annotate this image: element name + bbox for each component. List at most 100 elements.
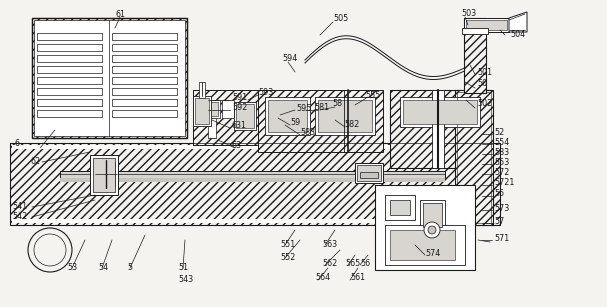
Bar xyxy=(93,158,115,192)
Text: 503: 503 xyxy=(461,9,476,17)
Text: 5721: 5721 xyxy=(494,177,514,186)
Text: 591: 591 xyxy=(232,92,247,102)
Text: 5: 5 xyxy=(127,263,132,273)
Text: 52: 52 xyxy=(494,127,504,137)
Bar xyxy=(12,145,498,149)
Bar xyxy=(385,195,415,220)
Bar xyxy=(357,165,381,181)
Text: 571: 571 xyxy=(494,234,509,243)
Bar xyxy=(37,33,102,40)
Bar xyxy=(464,18,486,93)
Bar xyxy=(403,100,477,124)
Text: 583: 583 xyxy=(494,147,509,157)
Bar xyxy=(455,90,493,225)
Bar xyxy=(112,99,177,106)
Bar xyxy=(112,55,177,62)
Circle shape xyxy=(428,226,436,234)
Text: 502: 502 xyxy=(477,99,492,107)
Bar xyxy=(258,90,383,152)
Text: 504: 504 xyxy=(510,29,525,38)
Bar xyxy=(60,178,445,182)
Bar xyxy=(37,44,102,51)
Bar xyxy=(112,33,177,40)
Bar xyxy=(385,225,465,265)
Text: 561: 561 xyxy=(350,274,365,282)
Bar xyxy=(462,28,488,34)
Text: 574: 574 xyxy=(425,248,440,258)
Bar xyxy=(112,110,177,117)
Bar xyxy=(37,77,102,84)
Bar xyxy=(97,162,115,186)
Bar xyxy=(10,143,500,225)
Bar xyxy=(265,97,310,135)
Bar xyxy=(234,102,256,130)
Bar xyxy=(400,97,480,127)
Text: 555: 555 xyxy=(365,91,381,99)
Bar xyxy=(457,92,491,223)
Text: 595: 595 xyxy=(296,103,311,112)
Bar xyxy=(193,90,258,145)
Text: 54: 54 xyxy=(98,263,108,273)
Text: 565: 565 xyxy=(345,258,360,267)
Bar xyxy=(199,82,205,98)
Text: 572: 572 xyxy=(494,168,509,177)
Text: 61: 61 xyxy=(115,10,125,18)
Bar xyxy=(195,98,209,124)
Text: 543: 543 xyxy=(178,275,193,285)
Text: 541: 541 xyxy=(12,201,27,211)
Bar xyxy=(390,200,410,215)
Bar xyxy=(375,185,475,270)
Bar xyxy=(37,99,102,106)
Text: 594: 594 xyxy=(282,53,297,63)
Text: 57: 57 xyxy=(494,216,504,226)
Bar xyxy=(37,66,102,73)
Bar xyxy=(423,203,442,227)
Bar xyxy=(112,77,177,84)
Text: 552: 552 xyxy=(280,252,296,262)
Bar xyxy=(375,185,475,270)
Bar xyxy=(236,104,254,128)
Text: 53: 53 xyxy=(67,263,77,273)
Text: 631: 631 xyxy=(232,121,247,130)
Text: 583: 583 xyxy=(300,127,315,137)
Bar xyxy=(464,18,509,32)
Bar xyxy=(34,20,185,136)
Text: 593: 593 xyxy=(258,87,273,96)
Bar xyxy=(464,18,486,93)
Bar xyxy=(32,18,187,138)
Bar xyxy=(12,219,498,223)
Text: 505: 505 xyxy=(333,14,348,22)
Bar xyxy=(318,100,372,132)
Text: 51: 51 xyxy=(178,263,188,273)
Bar xyxy=(60,171,445,178)
Text: 573: 573 xyxy=(494,204,509,212)
Bar xyxy=(193,96,211,126)
Text: 554: 554 xyxy=(494,138,509,146)
Bar xyxy=(37,88,102,95)
Text: 58: 58 xyxy=(332,99,342,107)
Text: 6: 6 xyxy=(14,138,19,147)
Polygon shape xyxy=(509,12,527,32)
Bar xyxy=(37,110,102,117)
Text: 582: 582 xyxy=(344,119,359,129)
Text: 553: 553 xyxy=(494,157,509,166)
Bar xyxy=(268,100,307,132)
Bar xyxy=(90,155,118,195)
Text: 59: 59 xyxy=(290,118,300,126)
Bar xyxy=(200,100,220,118)
Text: 501: 501 xyxy=(477,68,492,76)
Circle shape xyxy=(424,222,440,238)
Circle shape xyxy=(34,234,66,266)
Bar xyxy=(112,88,177,95)
Bar xyxy=(222,100,234,118)
Bar xyxy=(37,55,102,62)
Bar xyxy=(202,102,218,116)
Text: 581: 581 xyxy=(314,103,329,111)
Bar xyxy=(360,172,378,178)
Bar xyxy=(390,90,490,168)
Text: 563: 563 xyxy=(322,239,337,248)
Bar xyxy=(95,160,117,188)
Text: 551: 551 xyxy=(280,239,295,248)
Bar xyxy=(208,118,216,138)
Circle shape xyxy=(28,228,72,272)
